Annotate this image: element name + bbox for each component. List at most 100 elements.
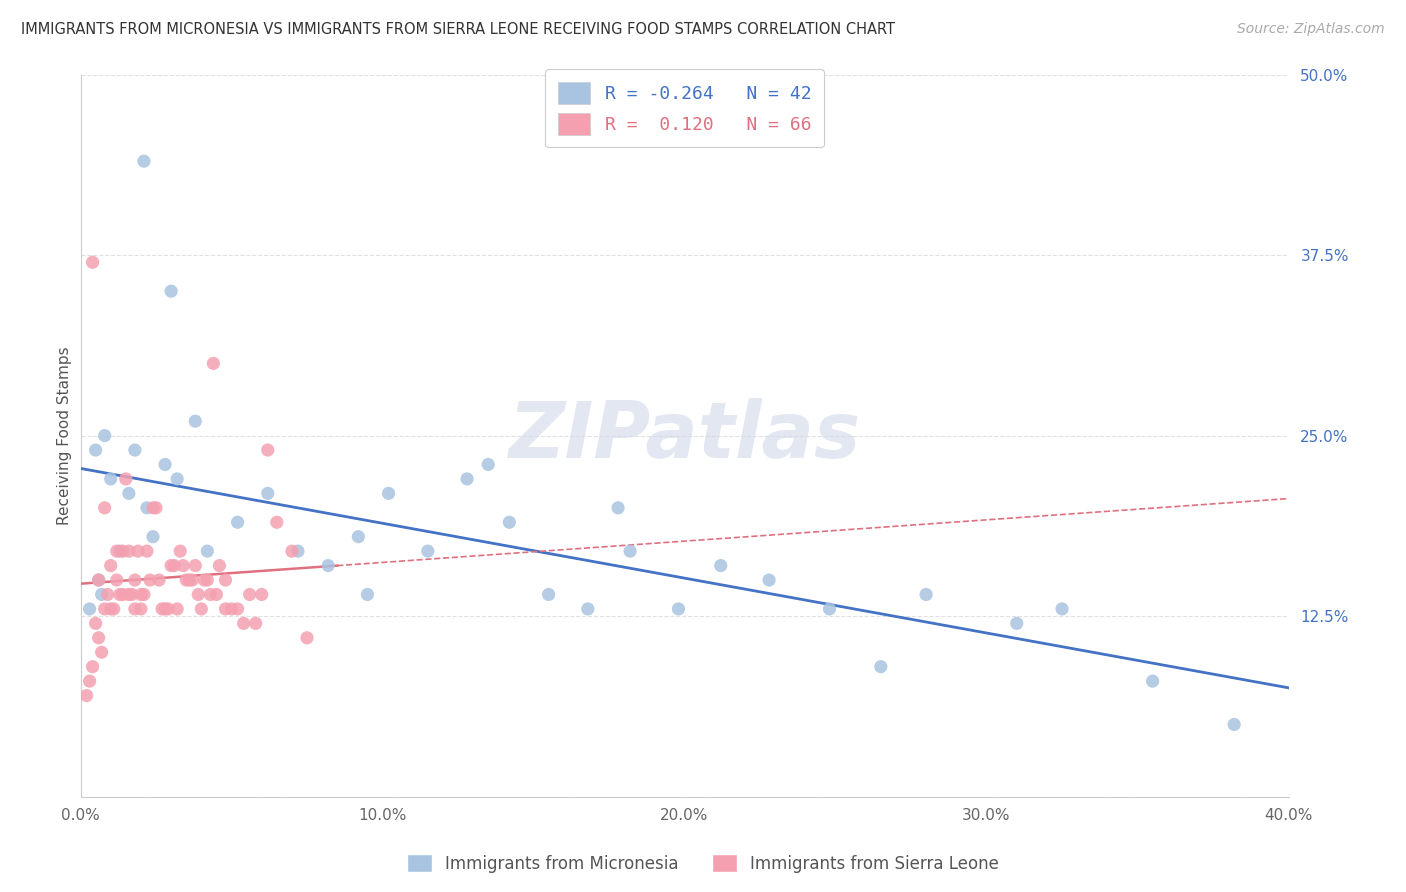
Point xyxy=(166,472,188,486)
Point xyxy=(221,602,243,616)
Point xyxy=(136,500,159,515)
Point xyxy=(142,500,165,515)
Point xyxy=(179,573,201,587)
Point xyxy=(118,486,141,500)
Point xyxy=(139,573,162,587)
Point xyxy=(205,587,228,601)
Point xyxy=(172,558,194,573)
Point xyxy=(295,631,318,645)
Point xyxy=(108,544,131,558)
Point xyxy=(142,530,165,544)
Point xyxy=(619,544,641,558)
Point xyxy=(124,573,146,587)
Point xyxy=(287,544,309,558)
Point xyxy=(316,558,339,573)
Point xyxy=(195,573,218,587)
Point xyxy=(93,500,115,515)
Point xyxy=(90,645,112,659)
Point xyxy=(108,587,131,601)
Point xyxy=(105,573,128,587)
Point xyxy=(129,587,152,601)
Point xyxy=(281,544,304,558)
Point xyxy=(145,500,167,515)
Point xyxy=(1142,674,1164,689)
Point xyxy=(245,616,267,631)
Point xyxy=(915,587,938,601)
Text: Source: ZipAtlas.com: Source: ZipAtlas.com xyxy=(1237,22,1385,37)
Point xyxy=(160,558,183,573)
Point xyxy=(153,458,176,472)
Point xyxy=(1005,616,1028,631)
Point xyxy=(129,602,152,616)
Point xyxy=(710,558,733,573)
Point xyxy=(118,587,141,601)
Point xyxy=(93,602,115,616)
Point xyxy=(111,544,134,558)
Point xyxy=(537,587,560,601)
Point xyxy=(347,530,370,544)
Point xyxy=(100,472,122,486)
Point xyxy=(153,602,176,616)
Point xyxy=(87,631,110,645)
Point xyxy=(607,500,630,515)
Point xyxy=(124,602,146,616)
Point xyxy=(758,573,780,587)
Point xyxy=(181,573,204,587)
Point xyxy=(87,573,110,587)
Point xyxy=(76,689,98,703)
Point xyxy=(174,573,197,587)
Point xyxy=(377,486,399,500)
Point xyxy=(356,587,378,601)
Point xyxy=(202,356,225,370)
Point xyxy=(84,616,107,631)
Point xyxy=(1050,602,1073,616)
Point xyxy=(87,573,110,587)
Point xyxy=(82,659,104,673)
Point xyxy=(256,443,278,458)
Point xyxy=(93,428,115,442)
Point xyxy=(184,558,207,573)
Point xyxy=(79,674,101,689)
Point xyxy=(169,544,191,558)
Legend: R = -0.264   N = 42, R =  0.120   N = 66: R = -0.264 N = 42, R = 0.120 N = 66 xyxy=(546,69,824,147)
Point xyxy=(250,587,273,601)
Point xyxy=(239,587,262,601)
Point xyxy=(79,602,101,616)
Point xyxy=(105,544,128,558)
Point xyxy=(818,602,841,616)
Point xyxy=(869,659,891,673)
Point xyxy=(166,602,188,616)
Point xyxy=(256,486,278,500)
Point xyxy=(127,544,149,558)
Point xyxy=(90,587,112,601)
Point xyxy=(226,602,249,616)
Point xyxy=(200,587,222,601)
Point xyxy=(124,443,146,458)
Point xyxy=(97,587,120,601)
Point xyxy=(150,602,173,616)
Point xyxy=(456,472,478,486)
Point xyxy=(84,443,107,458)
Point xyxy=(232,616,254,631)
Point xyxy=(195,544,218,558)
Text: ZIPatlas: ZIPatlas xyxy=(509,398,860,474)
Point xyxy=(82,255,104,269)
Point xyxy=(118,544,141,558)
Point xyxy=(100,602,122,616)
Point xyxy=(121,587,143,601)
Point xyxy=(266,515,288,529)
Point xyxy=(184,414,207,428)
Text: IMMIGRANTS FROM MICRONESIA VS IMMIGRANTS FROM SIERRA LEONE RECEIVING FOOD STAMPS: IMMIGRANTS FROM MICRONESIA VS IMMIGRANTS… xyxy=(21,22,896,37)
Point xyxy=(193,573,215,587)
Point xyxy=(576,602,599,616)
Point xyxy=(208,558,231,573)
Point xyxy=(103,602,125,616)
Legend: Immigrants from Micronesia, Immigrants from Sierra Leone: Immigrants from Micronesia, Immigrants f… xyxy=(401,847,1005,880)
Point xyxy=(214,602,236,616)
Point xyxy=(1223,717,1246,731)
Point xyxy=(111,587,134,601)
Point xyxy=(136,544,159,558)
Point xyxy=(226,515,249,529)
Y-axis label: Receiving Food Stamps: Receiving Food Stamps xyxy=(58,346,72,524)
Point xyxy=(477,458,499,472)
